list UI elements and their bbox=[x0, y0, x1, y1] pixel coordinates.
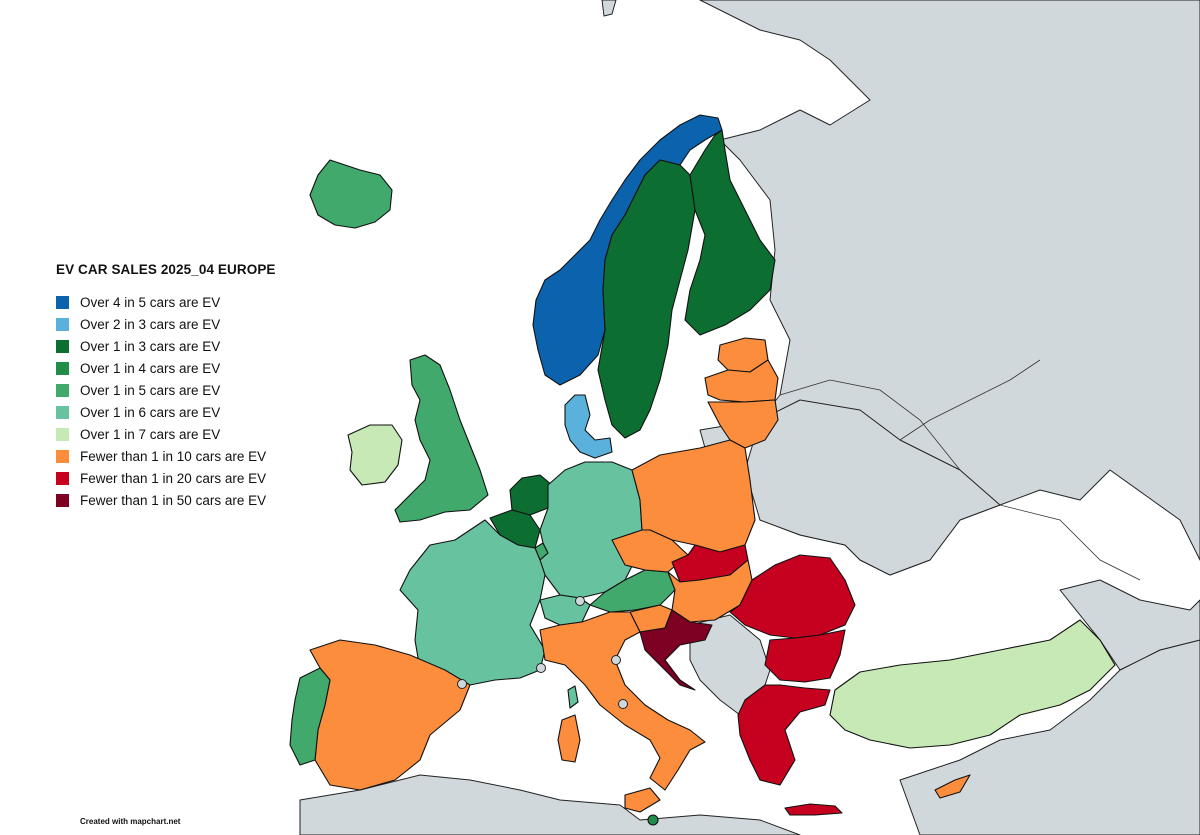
legend-item: Over 1 in 4 cars are EV bbox=[56, 357, 276, 379]
legend-item: Over 4 in 5 cars are EV bbox=[56, 291, 276, 313]
legend-label: Fewer than 1 in 20 cars are EV bbox=[80, 470, 267, 486]
country-denmark bbox=[564, 394, 613, 459]
country-germany bbox=[539, 461, 643, 599]
credit-text: Created with mapchart.net bbox=[80, 817, 181, 826]
legend-item: Over 1 in 3 cars are EV bbox=[56, 335, 276, 357]
country-iceland bbox=[309, 159, 393, 229]
country-united-kingdom bbox=[394, 354, 489, 523]
nonreporting-land bbox=[299, 0, 1200, 835]
legend-rows: Over 4 in 5 cars are EV Over 2 in 3 cars … bbox=[56, 291, 276, 511]
country-bulgaria bbox=[764, 629, 846, 683]
country-romania bbox=[729, 554, 856, 639]
legend-label: Over 1 in 5 cars are EV bbox=[80, 382, 221, 398]
country-greece-crete bbox=[784, 803, 843, 816]
microstate-markers bbox=[457, 596, 628, 709]
legend-title: EV CAR SALES 2025_04 EUROPE bbox=[56, 262, 276, 277]
marker-monaco bbox=[536, 663, 546, 673]
legend-swatch bbox=[56, 317, 69, 331]
country-sweden bbox=[597, 159, 696, 439]
country-lithuania bbox=[707, 399, 779, 449]
caucasus-land bbox=[1059, 579, 1200, 671]
country-ireland bbox=[347, 424, 403, 486]
country-latvia bbox=[704, 359, 779, 403]
legend-label: Over 4 in 5 cars are EV bbox=[80, 294, 221, 310]
country-greece bbox=[737, 684, 831, 786]
marker-vatican bbox=[618, 699, 628, 709]
legend-label: Over 1 in 7 cars are EV bbox=[80, 426, 221, 442]
legend-swatch bbox=[56, 405, 69, 419]
country-turkey bbox=[829, 619, 1116, 749]
legend-item: Over 1 in 5 cars are EV bbox=[56, 379, 276, 401]
legend-label: Over 1 in 3 cars are EV bbox=[80, 338, 221, 354]
country-france bbox=[399, 519, 546, 686]
legend-item: Fewer than 1 in 10 cars are EV bbox=[56, 445, 276, 467]
legend-item: Over 2 in 3 cars are EV bbox=[56, 313, 276, 335]
legend-swatch bbox=[56, 295, 69, 309]
legend-swatch bbox=[56, 383, 69, 397]
legend-label: Over 1 in 4 cars are EV bbox=[80, 360, 221, 376]
country-italy-sardinia bbox=[557, 714, 581, 763]
legend-swatch bbox=[56, 471, 69, 485]
belarus-ukraine-land bbox=[744, 399, 1001, 576]
country-malta bbox=[647, 814, 659, 826]
legend-label: Fewer than 1 in 10 cars are EV bbox=[80, 448, 267, 464]
legend-swatch bbox=[56, 361, 69, 375]
nonreporting-borders bbox=[779, 359, 1141, 581]
legend-swatch bbox=[56, 493, 69, 507]
map-legend: EV CAR SALES 2025_04 EUROPE Over 4 in 5 … bbox=[56, 262, 276, 511]
legend-item: Fewer than 1 in 20 cars are EV bbox=[56, 467, 276, 489]
marker-liechtenstein bbox=[575, 596, 585, 606]
legend-item: Over 1 in 6 cars are EV bbox=[56, 401, 276, 423]
legend-label: Fewer than 1 in 50 cars are EV bbox=[80, 492, 267, 508]
legend-label: Over 2 in 3 cars are EV bbox=[80, 316, 221, 332]
legend-swatch bbox=[56, 427, 69, 441]
country-portugal bbox=[289, 667, 331, 766]
legend-item: Fewer than 1 in 50 cars are EV bbox=[56, 489, 276, 511]
legend-label: Over 1 in 6 cars are EV bbox=[80, 404, 221, 420]
legend-swatch bbox=[56, 449, 69, 463]
legend-item: Over 1 in 7 cars are EV bbox=[56, 423, 276, 445]
country-finland bbox=[684, 129, 776, 336]
legend-swatch bbox=[56, 339, 69, 353]
country-cyprus bbox=[934, 774, 971, 799]
marker-san-marino bbox=[611, 655, 621, 665]
country-france-corsica bbox=[567, 685, 579, 709]
country-italy-sicily bbox=[624, 787, 661, 813]
marker-andorra bbox=[457, 679, 467, 689]
country-netherlands bbox=[509, 474, 553, 516]
svalbard-land bbox=[601, 0, 617, 17]
country-norway bbox=[532, 114, 723, 386]
country-croatia bbox=[639, 609, 713, 691]
